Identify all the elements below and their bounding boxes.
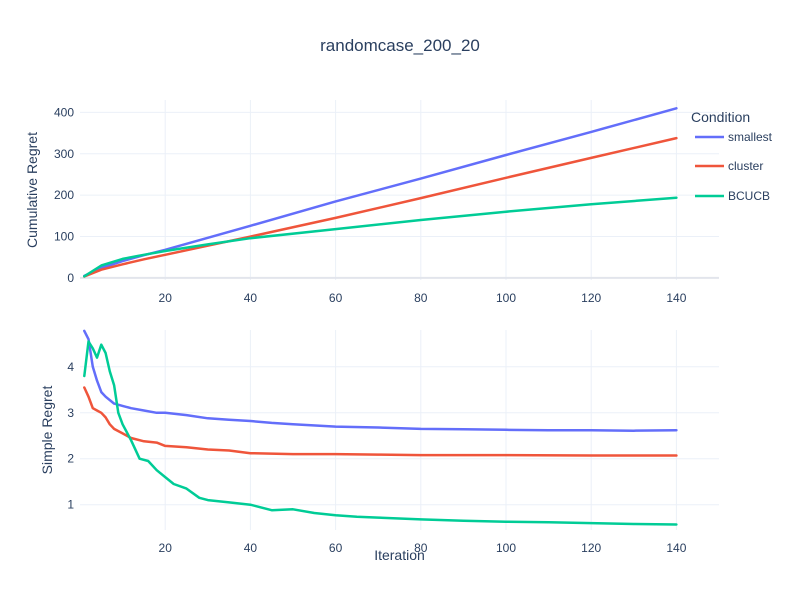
legend-label-smallest: smallest: [728, 130, 773, 144]
legend-label-cluster: cluster: [728, 159, 763, 173]
y-tick-label: 200: [54, 188, 74, 202]
x-axis-title: Iteration: [374, 547, 425, 563]
x-tick-label: 20: [159, 541, 173, 555]
x-tick-label: 140: [666, 541, 686, 555]
chart-title: randomcase_200_20: [320, 36, 480, 55]
legend-item-bcucb[interactable]: BCUCB: [695, 189, 770, 203]
x-tick-label: 40: [244, 541, 258, 555]
legend-item-cluster[interactable]: cluster: [695, 159, 763, 173]
y-tick-label: 4: [67, 360, 74, 374]
y-tick-label: 300: [54, 147, 74, 161]
legend: Condition smallest cluster BCUCB: [691, 109, 773, 203]
cumulative-regret-plot: 20 40 60 80 100 120 140 0 100 200 300 400 Cumulative…: [24, 100, 719, 305]
series-line-cluster[interactable]: [84, 388, 676, 456]
y-tick-label: 100: [54, 230, 74, 244]
x-tick-label: 100: [496, 541, 516, 555]
y-tick-label: 400: [54, 105, 74, 119]
y-tick-label: 3: [67, 406, 74, 420]
legend-label-bcucb: BCUCB: [728, 189, 770, 203]
x-tick-label: 60: [329, 291, 343, 305]
y-tick-label: 1: [67, 498, 74, 512]
legend-item-smallest[interactable]: smallest: [695, 130, 773, 144]
x-tick-label: 20: [159, 291, 173, 305]
y-axis-title: Simple Regret: [39, 386, 55, 475]
x-tick-label: 120: [581, 291, 601, 305]
x-tick-label: 140: [666, 291, 686, 305]
x-tick-label: 120: [581, 541, 601, 555]
legend-title: Condition: [691, 109, 750, 125]
series-line-smallest[interactable]: [84, 331, 676, 431]
y-tick-label: 2: [67, 452, 74, 466]
y-tick-label: 0: [67, 271, 74, 285]
x-tick-label: 100: [496, 291, 516, 305]
x-tick-label: 60: [329, 541, 343, 555]
series-line-bcucb[interactable]: [84, 342, 676, 525]
x-tick-label: 80: [414, 291, 428, 305]
x-tick-label: 40: [244, 291, 258, 305]
y-axis-title: Cumulative Regret: [24, 132, 40, 248]
series-line-cluster[interactable]: [84, 138, 676, 276]
